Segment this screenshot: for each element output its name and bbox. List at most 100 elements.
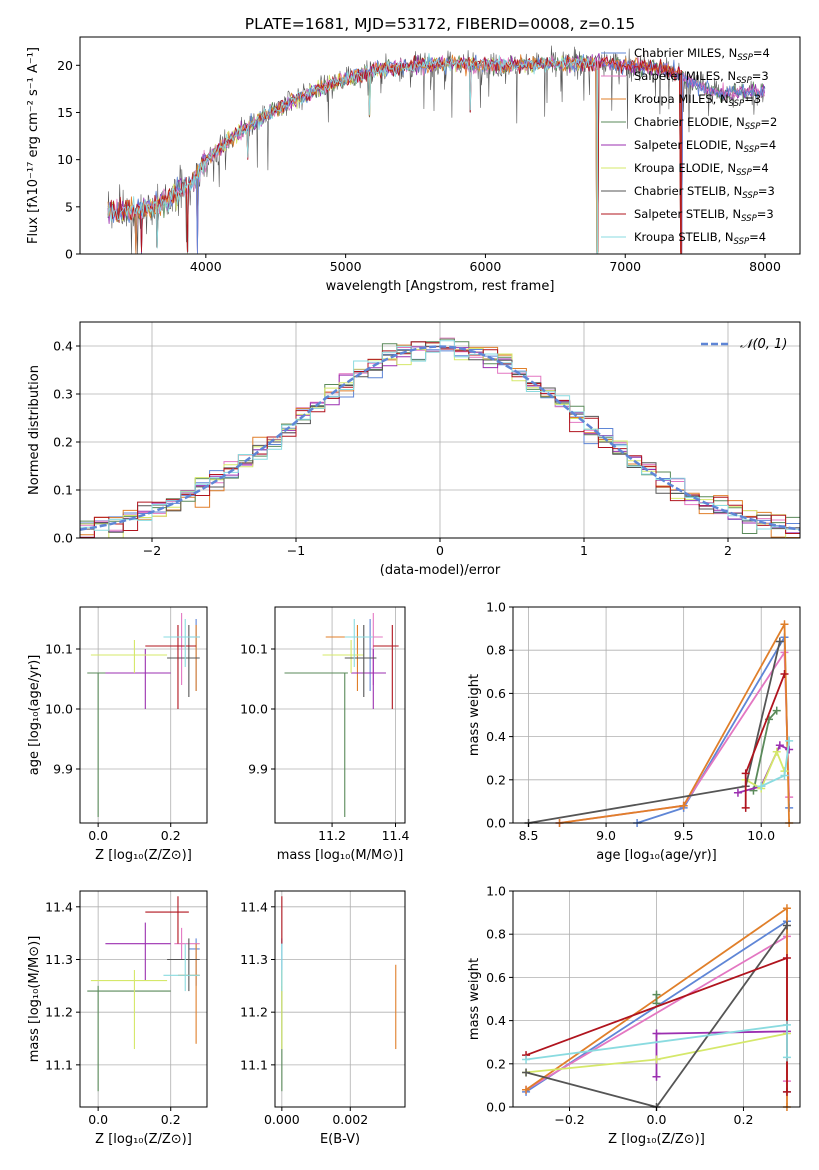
weight-vs-z-marker-chabrier-elodie [652,990,661,999]
mass-vs-z-xlabel: Z [log₁₀(Z/Z⊙)] [95,1132,192,1147]
spectrum-ytick-label: 20 [57,58,73,73]
weight-vs-age-marker-chabrier-stelib [775,637,784,646]
weight-vs-age-marker-kroupa-miles [780,620,789,629]
weight-vs-age-plot-area [513,607,800,823]
age-vs-z-xtick-label: 0.2 [161,828,181,843]
weight-vs-age-marker-kroupa-elodie [772,747,781,756]
weight-vs-age-ytick-label: 0.4 [486,729,506,744]
weight-vs-age-xlabel: age [log₁₀(age/yr)] [596,848,717,863]
age-vs-mass-ytick-label: 10.1 [240,642,268,657]
residuals-ytick-label: 0.4 [53,339,73,354]
mass-vs-ebv-plot-area [275,891,405,1107]
mass-vs-z-panel: 0.0 0.2 11.1 11.2 11.3 11.4 Z [log₁₀(Z/Z⊙)] mas… [27,890,208,1147]
mass-vs-z-ytick-label: 11.1 [45,1057,73,1072]
weight-vs-z-marker-kroupa-miles [522,1085,531,1094]
weight-vs-z-marker-kroupa-stelib [782,1020,791,1029]
weight-vs-age-marker-kroupa-miles [679,801,688,810]
residuals-xtick-label: 2 [724,543,732,558]
weight-vs-age-marker-salpeter-elodie [733,788,742,797]
weight-vs-z-panel: −0.2 0.0 0.2 0.0 0.2 0.4 0.6 0.8 1.0 Z [log₁₀(Z/Z… [467,884,801,1147]
weight-vs-z-xlabel: Z [log₁₀(Z/Z⊙)] [608,1132,705,1147]
weight-vs-z-ytick-label: 0.6 [486,970,506,985]
spectrum-legend-label: Salpeter STELIB, NSSP=3 [634,207,774,224]
legend-nssp: =4 [753,46,770,60]
residuals-ytick-label: 0.0 [53,531,73,546]
weight-vs-z-marker-kroupa-miles [782,904,791,913]
age-vs-mass-xtick-label: 11.4 [382,828,410,843]
mass-vs-z-xtick-label: 0.0 [88,1112,108,1127]
weight-vs-age-line-kroupa-elodie [745,750,786,790]
mass-vs-z-frame [79,890,208,1108]
spectrum-xtick-label: 4000 [190,259,222,274]
spectrum-xtick-label: 7000 [609,259,641,274]
spectrum-xtick-label: 8000 [749,259,781,274]
residuals-panel: 𝒩(0, 1) −2 −1 0 1 2 0.0 0.1 0.2 0.3 0.4 (data-model… [27,321,801,578]
legend-nssp: =2 [760,115,777,129]
spectrum-legend-label: Chabrier MILES, NSSP=4 [634,46,770,63]
residuals-ylabel: Normed distribution [27,365,42,495]
weight-vs-z-ytick-label: 0.0 [486,1100,506,1115]
spectrum-legend-label: Salpeter ELODIE, NSSP=4 [634,138,776,155]
residuals-xlabel: (data-model)/error [380,563,501,578]
age-vs-mass-ytick-label: 9.9 [248,762,268,777]
weight-vs-age-marker-salpeter-elodie [775,741,784,750]
residuals-xtick-label: −2 [143,543,161,558]
age-vs-z-xlabel: Z [log₁₀(Z/Z⊙)] [95,848,192,863]
weight-vs-z-marker-chabrier-stelib [522,1068,531,1077]
weight-vs-z-ylabel: mass weight [467,958,482,1040]
age-vs-mass-xtick-label: 11.2 [318,828,346,843]
spectrum-legend-label: Kroupa ELODIE, NSSP=4 [634,161,769,178]
age-vs-z-ytick-label: 9.9 [53,762,73,777]
spectrum-xlabel: wavelength [Angstrom, rest frame] [326,279,555,294]
weight-vs-z-marker-kroupa-elodie [652,1055,661,1064]
age-vs-mass-frame [274,606,406,824]
legend-subscript: SSP [736,76,752,86]
spectrum-ytick-label: 10 [57,152,73,167]
weight-vs-z-xtick-label: −0.2 [554,1112,584,1127]
spectrum-frame [79,36,801,255]
mass-vs-ebv-ytick-label: 11.2 [240,1005,268,1020]
spectrum-xtick-label: 6000 [470,259,502,274]
spectrum-ytick-label: 0 [65,247,73,262]
weight-vs-age-ytick-label: 0.0 [486,816,506,831]
residuals-legend-label: 𝒩(0, 1) [740,337,787,352]
spectrum-line-kroupa-stelib [107,53,598,249]
age-vs-mass-ytick-label: 10.0 [240,702,268,717]
weight-vs-age-line-kroupa-miles [559,623,790,824]
legend-nssp: =4 [752,161,769,175]
weight-vs-age-ytick-label: 0.6 [486,686,506,701]
panels: Chabrier MILES, NSSP=4 Salpeter MILES, NS… [26,36,801,1147]
spectrum-legend-label: Chabrier STELIB, NSSP=3 [634,184,775,201]
legend-nssp: =4 [759,138,776,152]
weight-vs-z-xtick-label: 0.0 [647,1112,667,1127]
weight-vs-age-xtick-label: 9.0 [596,828,616,843]
legend-subscript: SSP [734,237,750,247]
weight-vs-age-frame [512,606,801,824]
mass-vs-ebv-xtick-label: 0.002 [332,1112,368,1127]
mass-vs-z-ytick-label: 11.3 [45,952,73,967]
legend-nssp: =4 [749,230,766,244]
weight-vs-age-marker-kroupa-stelib [785,736,794,745]
age-vs-z-frame [79,606,208,824]
age-vs-mass-panel: 11.2 11.4 9.9 10.0 10.1 mass [log₁₀(M/M⊙)] [240,606,410,863]
legend-subscript: SSP [737,53,753,63]
mass-vs-z-ytick-label: 11.2 [45,1005,73,1020]
weight-vs-z-marker-kroupa-stelib [522,1055,531,1064]
residuals-xtick-label: 0 [436,543,444,558]
legend-nssp: =3 [758,184,775,198]
spectrum-panel: Chabrier MILES, NSSP=4 Salpeter MILES, NS… [26,36,801,294]
weight-vs-age-marker-salpeter-stelib [741,803,750,812]
mass-vs-ebv-ytick-label: 11.1 [240,1057,268,1072]
weight-vs-age-marker-chabrier-elodie [772,706,781,715]
legend-subscript: SSP [745,122,761,132]
figure-title: PLATE=1681, MJD=53172, FIBERID=0008, z=0… [245,15,635,33]
legend-nssp: =3 [744,92,761,106]
legend-nssp: =3 [752,69,769,83]
weight-vs-age-ytick-label: 0.2 [486,772,506,787]
residuals-xtick-label: 1 [580,543,588,558]
weight-vs-age-marker-salpeter-stelib [780,669,789,678]
residuals-ytick-label: 0.3 [53,387,73,402]
weight-vs-z-ytick-label: 1.0 [486,884,506,899]
weight-vs-z-marker-salpeter-stelib [782,953,791,962]
